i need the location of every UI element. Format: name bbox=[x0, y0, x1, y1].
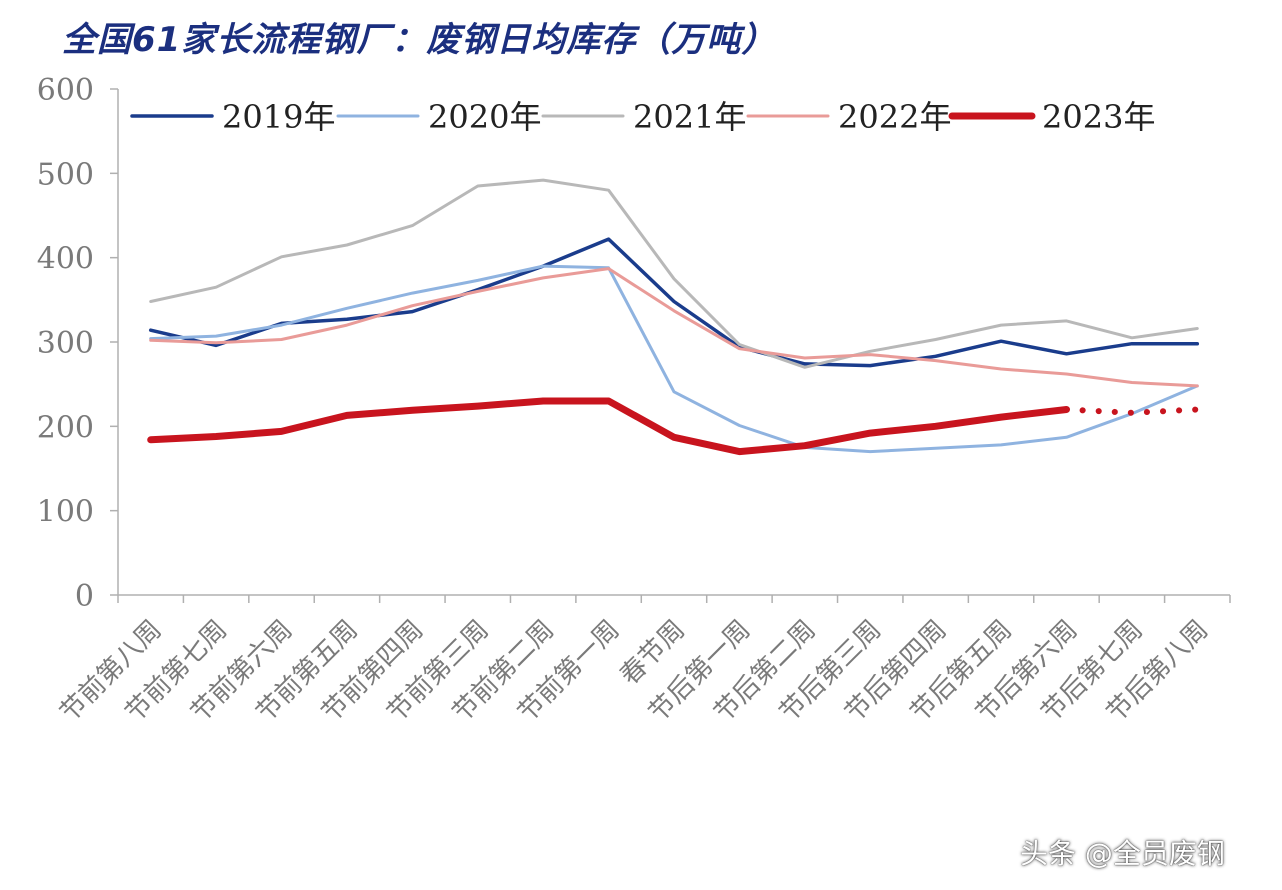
y-tick-label: 400 bbox=[37, 242, 94, 277]
legend-label: 2021年 bbox=[633, 98, 746, 136]
series-line-2023年 bbox=[147, 397, 1070, 456]
series-line-2020年 bbox=[149, 264, 1199, 454]
chart-title: 全国61家长流程钢厂：废钢日均库存（万吨） bbox=[62, 20, 777, 60]
legend-label: 2020年 bbox=[428, 98, 541, 136]
y-tick-label: 100 bbox=[37, 495, 94, 530]
y-tick-label: 600 bbox=[37, 73, 94, 108]
y-tick-label: 0 bbox=[75, 579, 94, 614]
series-line-2022年 bbox=[149, 267, 1199, 388]
legend-label: 2019年 bbox=[222, 98, 335, 136]
series-line-2019年 bbox=[148, 237, 1200, 368]
legend-label: 2023年 bbox=[1042, 98, 1155, 136]
y-tick-label: 200 bbox=[37, 410, 94, 445]
axes: 0100200300400500600节前第八周节前第七周节前第六周节前第五周节… bbox=[37, 73, 1231, 728]
y-tick-label: 300 bbox=[37, 326, 94, 361]
series-line-2021年 bbox=[149, 178, 1199, 369]
series-lines bbox=[147, 178, 1201, 456]
y-tick-label: 500 bbox=[37, 157, 94, 192]
series-projection-2023年 bbox=[1063, 406, 1201, 416]
legend-label: 2022年 bbox=[838, 98, 951, 136]
watermark: 头条 @全员废钢 bbox=[1020, 837, 1225, 870]
legend: 2019年 2020年 2021年 2022年 2023年 bbox=[130, 98, 1155, 136]
